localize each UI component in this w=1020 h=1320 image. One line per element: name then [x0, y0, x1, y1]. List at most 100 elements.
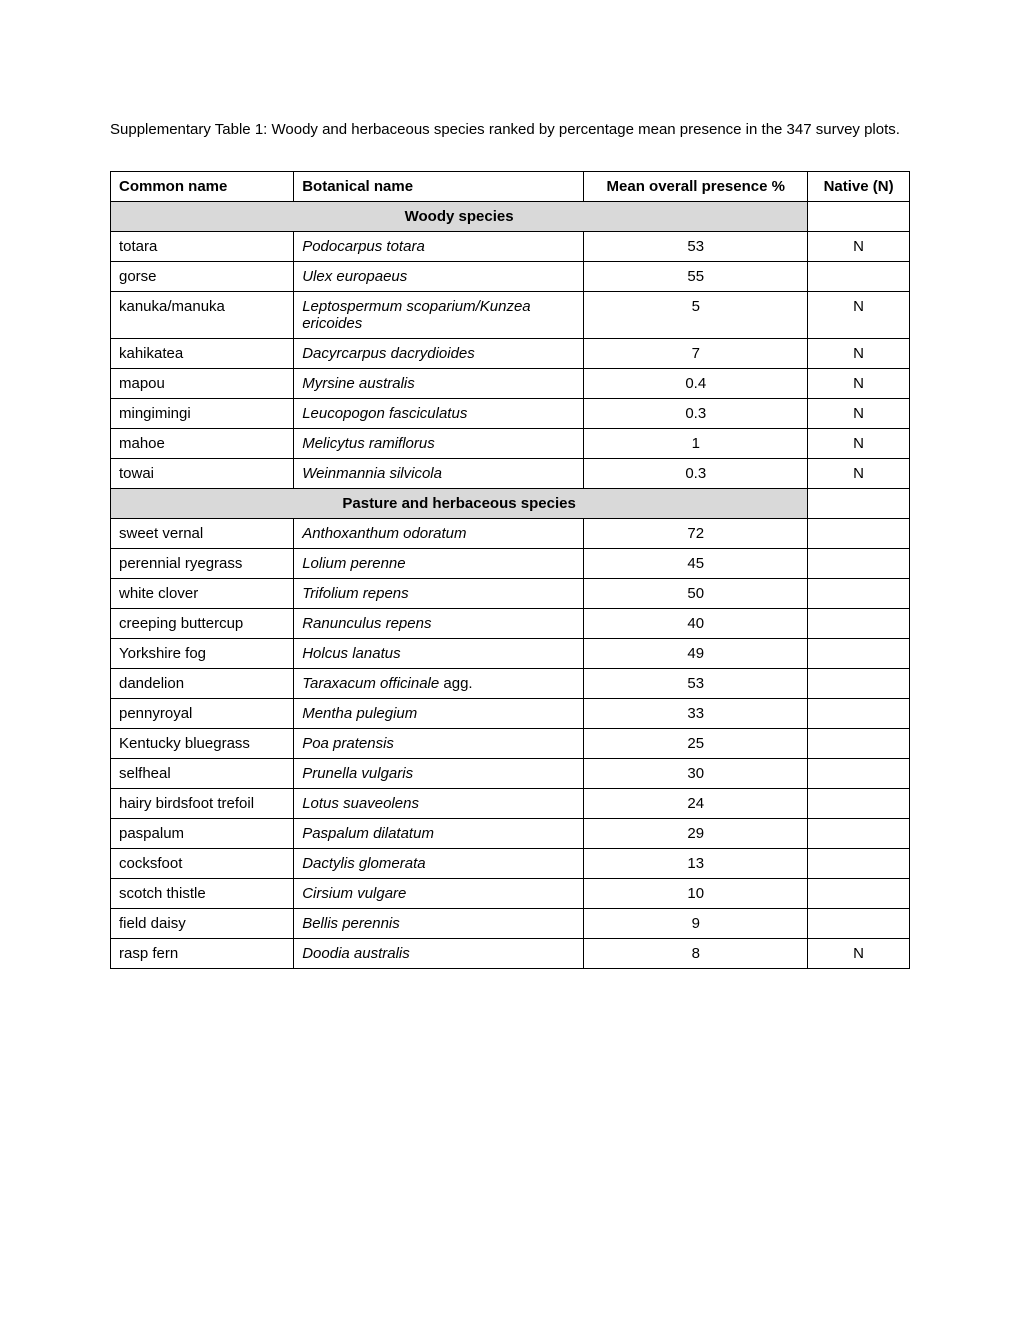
- cell-mean: 49: [584, 639, 808, 669]
- table-row: paspalumPaspalum dilatatum29: [111, 819, 910, 849]
- header-native: Native (N): [808, 172, 910, 202]
- table-row: cocksfootDactylis glomerata13: [111, 849, 910, 879]
- cell-botanical: Holcus lanatus: [294, 639, 584, 669]
- cell-common: kahikatea: [111, 339, 294, 369]
- cell-common: mingimingi: [111, 399, 294, 429]
- table-row: scotch thistleCirsium vulgare10: [111, 879, 910, 909]
- cell-common: rasp fern: [111, 939, 294, 969]
- table-row: mingimingiLeucopogon fasciculatus0.3N: [111, 399, 910, 429]
- cell-botanical: Paspalum dilatatum: [294, 819, 584, 849]
- cell-mean: 33: [584, 699, 808, 729]
- cell-mean: 0.4: [584, 369, 808, 399]
- cell-native: [808, 579, 910, 609]
- cell-mean: 50: [584, 579, 808, 609]
- cell-botanical: Bellis perennis: [294, 909, 584, 939]
- cell-native: [808, 609, 910, 639]
- cell-mean: 9: [584, 909, 808, 939]
- cell-mean: 10: [584, 879, 808, 909]
- header-botanical: Botanical name: [294, 172, 584, 202]
- cell-botanical: Doodia australis: [294, 939, 584, 969]
- table-row: field daisyBellis perennis9: [111, 909, 910, 939]
- table-row: Kentucky bluegrassPoa pratensis25: [111, 729, 910, 759]
- cell-botanical: Dacyrcarpus dacrydioides: [294, 339, 584, 369]
- cell-botanical: Cirsium vulgare: [294, 879, 584, 909]
- cell-botanical: Melicytus ramiflorus: [294, 429, 584, 459]
- table-row: perennial ryegrassLolium perenne45: [111, 549, 910, 579]
- cell-botanical: Mentha pulegium: [294, 699, 584, 729]
- section-header: Pasture and herbaceous species: [111, 489, 808, 519]
- cell-mean: 25: [584, 729, 808, 759]
- cell-mean: 53: [584, 232, 808, 262]
- cell-common: scotch thistle: [111, 879, 294, 909]
- cell-native: N: [808, 292, 910, 339]
- species-table: Common name Botanical name Mean overall …: [110, 171, 910, 969]
- cell-mean: 40: [584, 609, 808, 639]
- table-row: towaiWeinmannia silvicola0.3N: [111, 459, 910, 489]
- cell-native: N: [808, 369, 910, 399]
- table-row: mapouMyrsine australis0.4N: [111, 369, 910, 399]
- cell-mean: 72: [584, 519, 808, 549]
- table-row: sweet vernalAnthoxanthum odoratum72: [111, 519, 910, 549]
- cell-botanical: Trifolium repens: [294, 579, 584, 609]
- table-row: rasp fernDoodia australis8N: [111, 939, 910, 969]
- cell-native: [808, 819, 910, 849]
- cell-native: [808, 849, 910, 879]
- cell-native: [808, 729, 910, 759]
- cell-botanical: Prunella vulgaris: [294, 759, 584, 789]
- table-row: creeping buttercupRanunculus repens40: [111, 609, 910, 639]
- cell-botanical: Poa pratensis: [294, 729, 584, 759]
- cell-botanical: Weinmannia silvicola: [294, 459, 584, 489]
- cell-native: N: [808, 429, 910, 459]
- cell-botanical: Leucopogon fasciculatus: [294, 399, 584, 429]
- cell-common: mahoe: [111, 429, 294, 459]
- cell-native: [808, 789, 910, 819]
- cell-common: pennyroyal: [111, 699, 294, 729]
- cell-mean: 30: [584, 759, 808, 789]
- cell-botanical: Taraxacum officinale agg.: [294, 669, 584, 699]
- cell-common: sweet vernal: [111, 519, 294, 549]
- cell-common: creeping buttercup: [111, 609, 294, 639]
- table-row: Yorkshire fogHolcus lanatus49: [111, 639, 910, 669]
- cell-native: N: [808, 939, 910, 969]
- table-row: white cloverTrifolium repens50: [111, 579, 910, 609]
- table-caption: Supplementary Table 1: Woody and herbace…: [110, 110, 910, 149]
- section-header: Woody species: [111, 202, 808, 232]
- cell-mean: 0.3: [584, 399, 808, 429]
- cell-mean: 29: [584, 819, 808, 849]
- cell-common: dandelion: [111, 669, 294, 699]
- cell-botanical: Ranunculus repens: [294, 609, 584, 639]
- cell-native: [808, 262, 910, 292]
- cell-common: kanuka/manuka: [111, 292, 294, 339]
- section-header-native: [808, 489, 910, 519]
- cell-native: [808, 699, 910, 729]
- table-row: selfhealPrunella vulgaris30: [111, 759, 910, 789]
- cell-mean: 24: [584, 789, 808, 819]
- table-row: gorseUlex europaeus55: [111, 262, 910, 292]
- cell-common: paspalum: [111, 819, 294, 849]
- cell-native: [808, 879, 910, 909]
- section-header-native: [808, 202, 910, 232]
- cell-native: [808, 759, 910, 789]
- cell-native: [808, 549, 910, 579]
- table-row: mahoeMelicytus ramiflorus1N: [111, 429, 910, 459]
- cell-mean: 7: [584, 339, 808, 369]
- cell-botanical: Leptospermum scoparium/Kunzea ericoides: [294, 292, 584, 339]
- header-row: Common name Botanical name Mean overall …: [111, 172, 910, 202]
- cell-botanical: Ulex europaeus: [294, 262, 584, 292]
- cell-common: totara: [111, 232, 294, 262]
- cell-mean: 0.3: [584, 459, 808, 489]
- cell-native: [808, 909, 910, 939]
- cell-common: Kentucky bluegrass: [111, 729, 294, 759]
- cell-mean: 53: [584, 669, 808, 699]
- cell-native: [808, 669, 910, 699]
- cell-botanical: Myrsine australis: [294, 369, 584, 399]
- cell-native: [808, 519, 910, 549]
- cell-native: N: [808, 232, 910, 262]
- cell-botanical: Lolium perenne: [294, 549, 584, 579]
- cell-mean: 45: [584, 549, 808, 579]
- table-row: kanuka/manukaLeptospermum scoparium/Kunz…: [111, 292, 910, 339]
- cell-botanical: Dactylis glomerata: [294, 849, 584, 879]
- cell-mean: 55: [584, 262, 808, 292]
- table-row: hairy birdsfoot trefoilLotus suaveolens2…: [111, 789, 910, 819]
- table-row: dandelionTaraxacum officinale agg.53: [111, 669, 910, 699]
